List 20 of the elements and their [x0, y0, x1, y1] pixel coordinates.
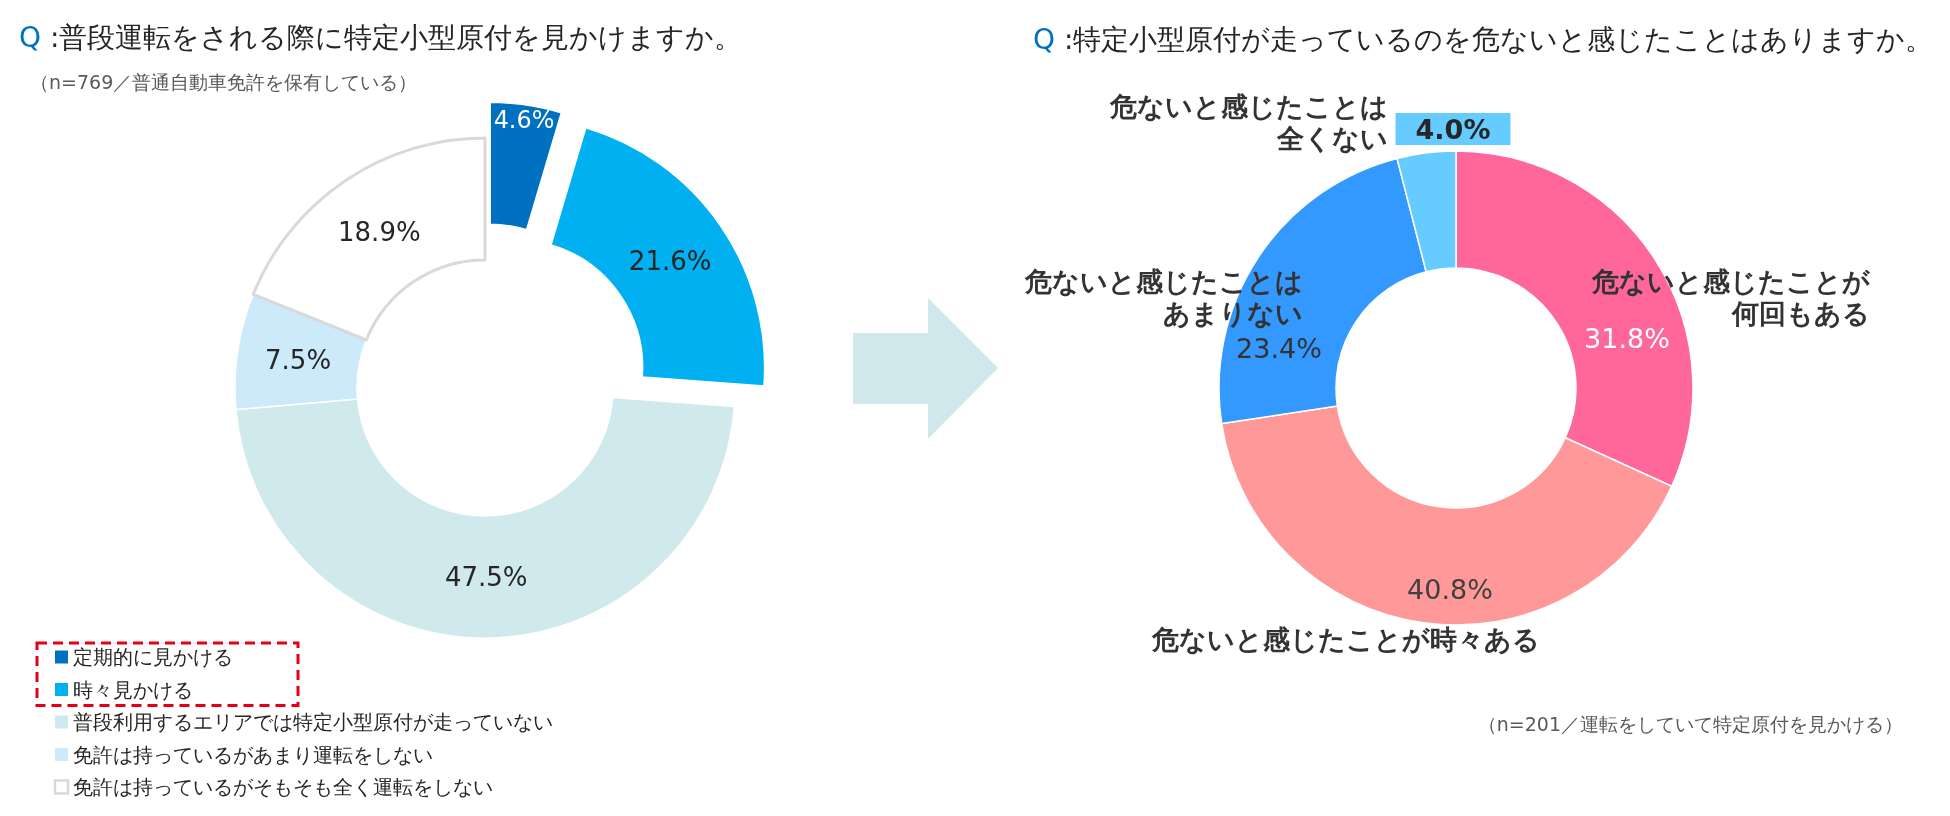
slice-label: 危ないと感じたことは全くない	[1110, 90, 1388, 154]
data-label: 23.4%	[1236, 332, 1322, 364]
data-label: 21.6%	[628, 245, 712, 276]
legend-label: 時々見かける	[73, 677, 193, 702]
slice-label: 危ないと感じたことが時々ある	[1152, 623, 1540, 655]
chart-title: Q :特定小型原付が走っているのを危ないと感じたことはありますか。	[1033, 23, 1934, 57]
data-label: 18.9%	[338, 216, 421, 247]
legend-label: 定期的に見かける	[73, 645, 233, 670]
data-label: 4.0%	[1415, 113, 1491, 145]
legend-label: 免許は持っているがあまり運転をしない	[73, 742, 433, 767]
legend-label: 免許は持っているがそもそも全く運転をしない	[73, 775, 493, 800]
data-label: 40.8%	[1407, 573, 1493, 605]
data-label: 47.5%	[444, 562, 528, 593]
legend-label: 普段利用するエリアでは特定小型原付が走っていない	[73, 710, 553, 735]
chart-title: Q :普段運転をされる際に特定小型原付を見かけますか。	[19, 21, 743, 55]
data-label: 4.6%	[493, 106, 555, 135]
text: （n=201／運転をしていて特定原付を見かける）	[1477, 712, 1903, 735]
chart-subtitle: （n=769／普通自動車免許を保有している）	[30, 70, 418, 93]
data-label: 7.5%	[265, 345, 332, 376]
data-label: 31.8%	[1584, 322, 1670, 354]
